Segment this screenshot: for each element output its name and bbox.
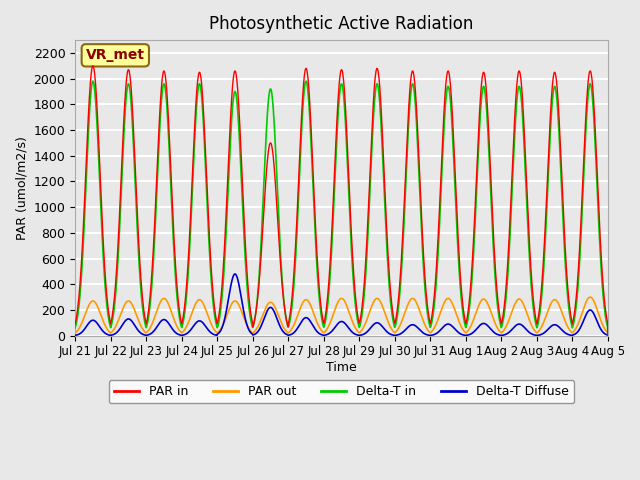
Legend: PAR in, PAR out, Delta-T in, Delta-T Diffuse: PAR in, PAR out, Delta-T in, Delta-T Dif… bbox=[109, 380, 574, 403]
Y-axis label: PAR (umol/m2/s): PAR (umol/m2/s) bbox=[15, 136, 28, 240]
Title: Photosynthetic Active Radiation: Photosynthetic Active Radiation bbox=[209, 15, 474, 33]
X-axis label: Time: Time bbox=[326, 361, 357, 374]
Text: VR_met: VR_met bbox=[86, 48, 145, 62]
